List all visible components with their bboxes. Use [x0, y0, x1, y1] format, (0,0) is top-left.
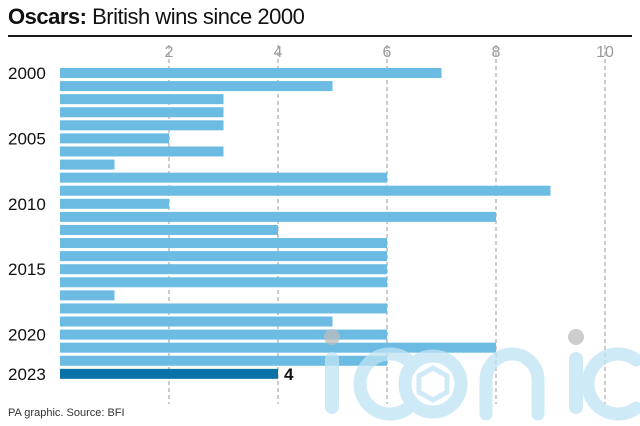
x-axis-ticks: 2 4 6 8 10: [165, 44, 614, 61]
data-label-2023: 4: [284, 365, 294, 384]
x-tick-label: 10: [596, 44, 614, 61]
x-tick-label: 8: [492, 44, 501, 61]
bar-2021: [60, 342, 496, 353]
title-divider: [8, 35, 632, 37]
x-tick-label: 4: [274, 44, 283, 61]
bar-2020: [60, 329, 387, 340]
bar-2016: [60, 277, 387, 288]
y-tick-label: 2023: [8, 365, 46, 384]
bar-2019: [60, 316, 333, 327]
y-axis-labels: 2000 2005 2010 2015 2020 2023: [8, 64, 46, 384]
bar-2008: [60, 172, 387, 183]
y-tick-label: 2020: [8, 326, 46, 345]
bar-2013: [60, 238, 387, 249]
y-tick-label: 2010: [8, 195, 46, 214]
bar-2000: [60, 68, 442, 78]
bar-2012: [60, 224, 278, 235]
x-tick-label: 6: [383, 44, 392, 61]
bar-2006: [60, 146, 224, 157]
y-tick-label: 2015: [8, 260, 46, 279]
bar-2007: [60, 159, 115, 170]
data-labels: 4: [284, 365, 294, 384]
bar-2011: [60, 211, 496, 222]
chart-title-bold: Oscars:: [8, 4, 87, 29]
bar-2010: [60, 198, 169, 209]
bar-2001: [60, 81, 333, 92]
bar-2005: [60, 133, 169, 144]
chart-title-rest: British wins since 2000: [86, 4, 305, 29]
y-tick-label: 2000: [8, 64, 46, 83]
chart-gridlines: [168, 45, 606, 404]
chart-title: Oscars: British wins since 2000: [8, 4, 305, 30]
bar-2003: [60, 107, 224, 118]
bar-2002: [60, 94, 224, 105]
source-note: PA graphic. Source: BFI: [8, 407, 125, 419]
bar-2023: [60, 368, 278, 379]
bar-2004: [60, 120, 224, 131]
bar-2015: [60, 264, 387, 275]
bar-2022: [60, 355, 387, 366]
chart-bars: [60, 68, 551, 379]
y-tick-label: 2005: [8, 129, 46, 148]
bar-2017: [60, 290, 115, 301]
x-tick-label: 2: [165, 44, 174, 61]
bar-2018: [60, 303, 387, 314]
bar-2014: [60, 251, 387, 262]
bar-2009: [60, 185, 551, 196]
